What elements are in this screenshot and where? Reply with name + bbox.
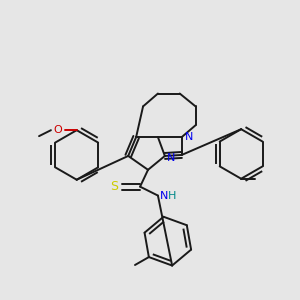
Text: N: N [160,190,168,201]
Text: N: N [184,132,193,142]
Text: H: H [168,190,176,201]
Text: O: O [53,125,62,135]
Text: S: S [110,180,118,193]
Text: N: N [167,153,175,163]
